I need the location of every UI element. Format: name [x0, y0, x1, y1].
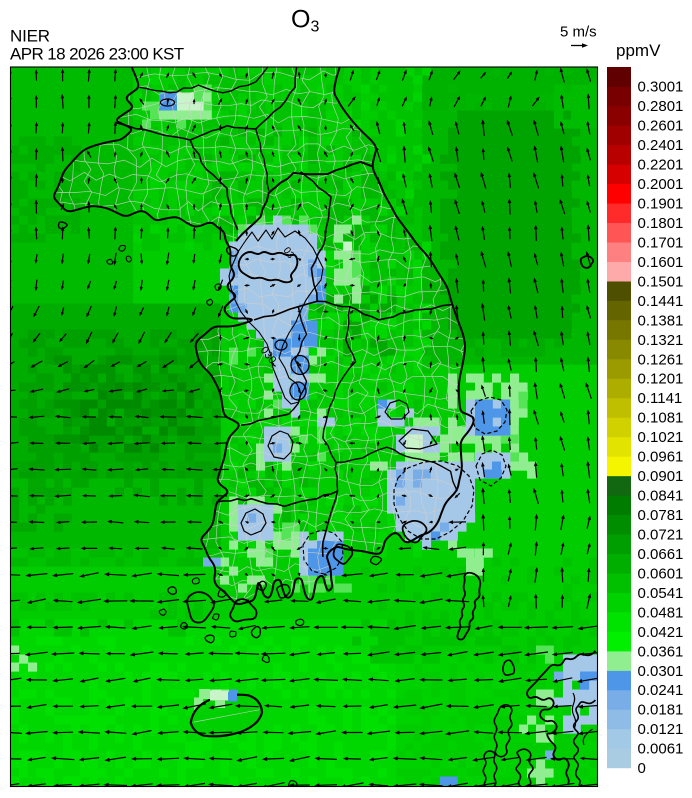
svg-text:0.0661: 0.0661: [638, 546, 684, 563]
svg-text:0.2001: 0.2001: [638, 176, 684, 193]
svg-text:0.1021: 0.1021: [638, 429, 684, 446]
svg-text:0.1901: 0.1901: [638, 195, 684, 212]
svg-text:0.1321: 0.1321: [638, 332, 684, 349]
svg-text:0.0961: 0.0961: [638, 449, 684, 466]
svg-text:0.0901: 0.0901: [638, 468, 684, 485]
svg-text:0.1201: 0.1201: [638, 371, 684, 388]
svg-text:APR 18 2026 23:00 KST: APR 18 2026 23:00 KST: [10, 45, 184, 64]
svg-text:0.0721: 0.0721: [638, 526, 684, 543]
svg-text:0.1601: 0.1601: [638, 254, 684, 271]
svg-text:0.0541: 0.0541: [638, 585, 684, 602]
svg-text:0.2401: 0.2401: [638, 137, 684, 154]
svg-text:0.0121: 0.0121: [638, 721, 684, 738]
svg-text:0.0781: 0.0781: [638, 507, 684, 524]
svg-text:0.2201: 0.2201: [638, 157, 684, 174]
svg-text:0.0181: 0.0181: [638, 702, 684, 719]
svg-text:0.1381: 0.1381: [638, 312, 684, 329]
svg-text:ppmV: ppmV: [616, 41, 661, 60]
svg-text:0.1801: 0.1801: [638, 215, 684, 232]
svg-text:0.1501: 0.1501: [638, 273, 684, 290]
svg-text:0.1441: 0.1441: [638, 293, 684, 310]
svg-text:0: 0: [638, 760, 646, 777]
svg-text:0.0061: 0.0061: [638, 741, 684, 758]
svg-text:0.0361: 0.0361: [638, 643, 684, 660]
svg-text:0.0241: 0.0241: [638, 682, 684, 699]
svg-text:0.0601: 0.0601: [638, 565, 684, 582]
svg-text:0.1701: 0.1701: [638, 234, 684, 251]
svg-text:0.1141: 0.1141: [638, 390, 683, 407]
svg-text:0.3001: 0.3001: [638, 79, 684, 96]
svg-text:0.1261: 0.1261: [638, 351, 684, 368]
svg-text:0.0841: 0.0841: [638, 488, 684, 505]
svg-text:0.2601: 0.2601: [638, 118, 684, 135]
svg-text:0.0301: 0.0301: [638, 663, 684, 680]
svg-text:0.0481: 0.0481: [638, 604, 684, 621]
svg-text:5 m/s: 5 m/s: [560, 24, 597, 41]
svg-text:0.2801: 0.2801: [638, 98, 684, 115]
svg-text:NIER: NIER: [10, 27, 50, 46]
svg-text:0.0421: 0.0421: [638, 624, 684, 641]
svg-text:0.1081: 0.1081: [638, 410, 684, 427]
